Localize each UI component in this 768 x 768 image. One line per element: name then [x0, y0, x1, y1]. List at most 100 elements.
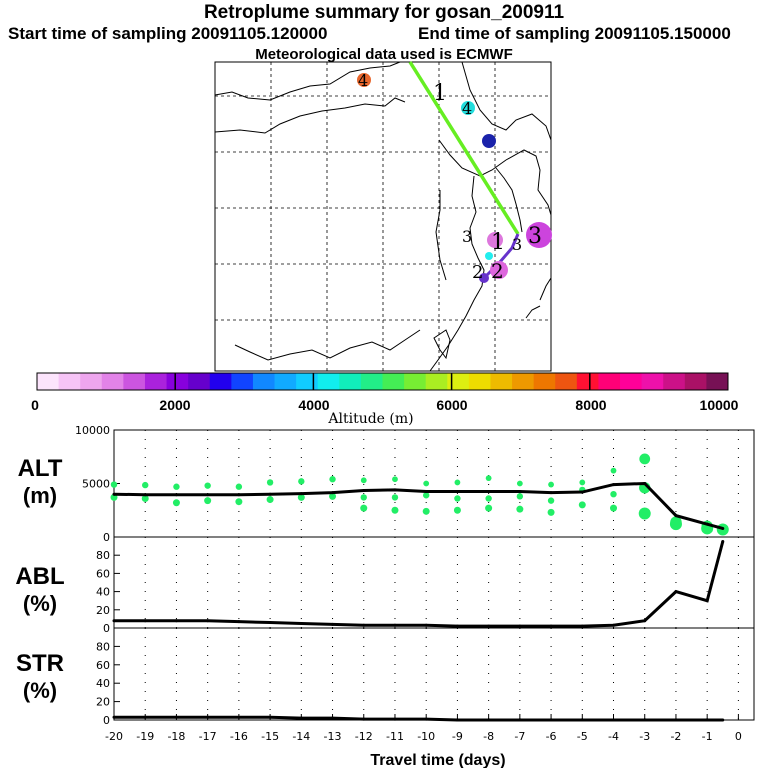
- series-point: [549, 491, 553, 495]
- colorbar-tick: 0: [31, 397, 39, 413]
- x-tick-label: -15: [261, 730, 279, 743]
- scatter-point: [391, 494, 399, 501]
- x-tick-label: -5: [577, 730, 588, 743]
- series-point: [362, 488, 366, 492]
- x-tick-label: -6: [546, 730, 557, 743]
- scatter-point: [422, 492, 430, 499]
- series-point: [721, 718, 725, 722]
- y-tick-label: 80: [96, 549, 110, 562]
- series-line: [113, 481, 724, 530]
- marker-label: 1: [491, 230, 505, 255]
- scatter-point: [266, 496, 274, 504]
- scatter-point: [423, 480, 430, 487]
- scatter-point: [298, 478, 305, 485]
- colorbar-swatch: [296, 373, 319, 390]
- map: 4 4 1 3 1 3 2 2 3: [214, 61, 552, 372]
- x-tick-label: -9: [452, 730, 463, 743]
- scatter-point: [204, 497, 212, 505]
- x-tick-label: -3: [639, 730, 650, 743]
- colorbar-swatch: [166, 373, 189, 390]
- series-line: [114, 541, 725, 628]
- y-tick-label: 0: [103, 531, 110, 544]
- scatter-point: [141, 494, 149, 502]
- series-point: [424, 490, 428, 494]
- colorbar-swatch: [231, 373, 254, 390]
- scatter-point: [204, 482, 211, 489]
- series-point: [612, 623, 616, 627]
- x-tick-label: -19: [136, 730, 154, 743]
- x-tick-label: -7: [514, 730, 525, 743]
- series-point: [580, 624, 584, 628]
- scatter-point: [110, 481, 118, 488]
- marker-label: 3: [528, 224, 542, 249]
- map-frame: [214, 61, 552, 372]
- series-point: [331, 491, 335, 495]
- scatter-point: [485, 504, 493, 512]
- scatter-point: [266, 479, 274, 486]
- trajectory-markers: 4 4 1 3 1 3 2 2 3: [357, 71, 552, 283]
- series-point: [487, 490, 491, 494]
- x-tick-label: -8: [483, 730, 494, 743]
- series-point: [174, 493, 178, 497]
- marker-label: 2: [472, 262, 483, 283]
- scatter-point: [578, 501, 586, 509]
- x-tick-label: -13: [324, 730, 342, 743]
- colorbar-swatch: [404, 373, 427, 390]
- colorbar-swatch: [123, 373, 146, 390]
- scatter-point: [610, 491, 617, 498]
- alt-label: ALT: [18, 455, 63, 482]
- marker-dot: [357, 73, 371, 87]
- series-point: [393, 623, 397, 627]
- series-point: [580, 490, 584, 494]
- colorbar-tick: 6000: [436, 397, 467, 413]
- x-tick-label: -4: [608, 730, 619, 743]
- scatter-point: [610, 504, 618, 512]
- colorbar-border: [36, 372, 729, 391]
- series-point: [268, 621, 272, 625]
- series-point: [424, 623, 428, 627]
- colorbar-swatch: [101, 373, 124, 390]
- y-tick-label: 60: [96, 659, 110, 672]
- y-tick-label: 40: [96, 677, 110, 690]
- scatter-point: [638, 507, 651, 520]
- marker-dot: [482, 134, 496, 148]
- series-point: [299, 621, 303, 625]
- y-tick-label: 5000: [82, 478, 110, 491]
- series-point: [112, 619, 116, 623]
- abl-unit: (%): [23, 591, 57, 616]
- y-tick-label: 40: [96, 586, 110, 599]
- marker-label: 2: [491, 259, 504, 283]
- series-point: [268, 492, 272, 496]
- map-grid: [215, 62, 551, 371]
- colorbar-swatch: [209, 373, 232, 390]
- marker-dot: [479, 273, 489, 283]
- colorbar-swatch: [598, 373, 621, 390]
- series-point: [455, 490, 459, 494]
- scatter-point: [422, 507, 430, 515]
- series-point: [643, 482, 647, 485]
- y-tick-label: 60: [96, 567, 110, 580]
- scatter-point: [297, 493, 305, 501]
- scatter-point: [142, 481, 149, 489]
- series-point: [206, 493, 210, 497]
- scatter-point: [579, 479, 586, 486]
- colorbar-swatch: [447, 373, 470, 390]
- marker-label: 4: [462, 99, 472, 118]
- y-tick-label: 20: [96, 604, 110, 617]
- colorbar-swatch: [80, 373, 103, 390]
- series-point: [705, 599, 709, 603]
- y-tick-label: 10000: [75, 424, 110, 437]
- colorbar-swatch: [684, 373, 707, 390]
- scatter-point: [235, 483, 243, 490]
- scatter-point: [360, 504, 368, 512]
- colorbar-swatch: [382, 373, 405, 390]
- series-point: [237, 620, 241, 624]
- x-tick-label: -1: [702, 730, 713, 743]
- colorbar-swatch: [555, 373, 578, 390]
- scatter-point: [172, 499, 180, 507]
- series-point: [674, 514, 678, 518]
- colorbar-swatch: [706, 373, 729, 390]
- coastlines: [214, 61, 552, 372]
